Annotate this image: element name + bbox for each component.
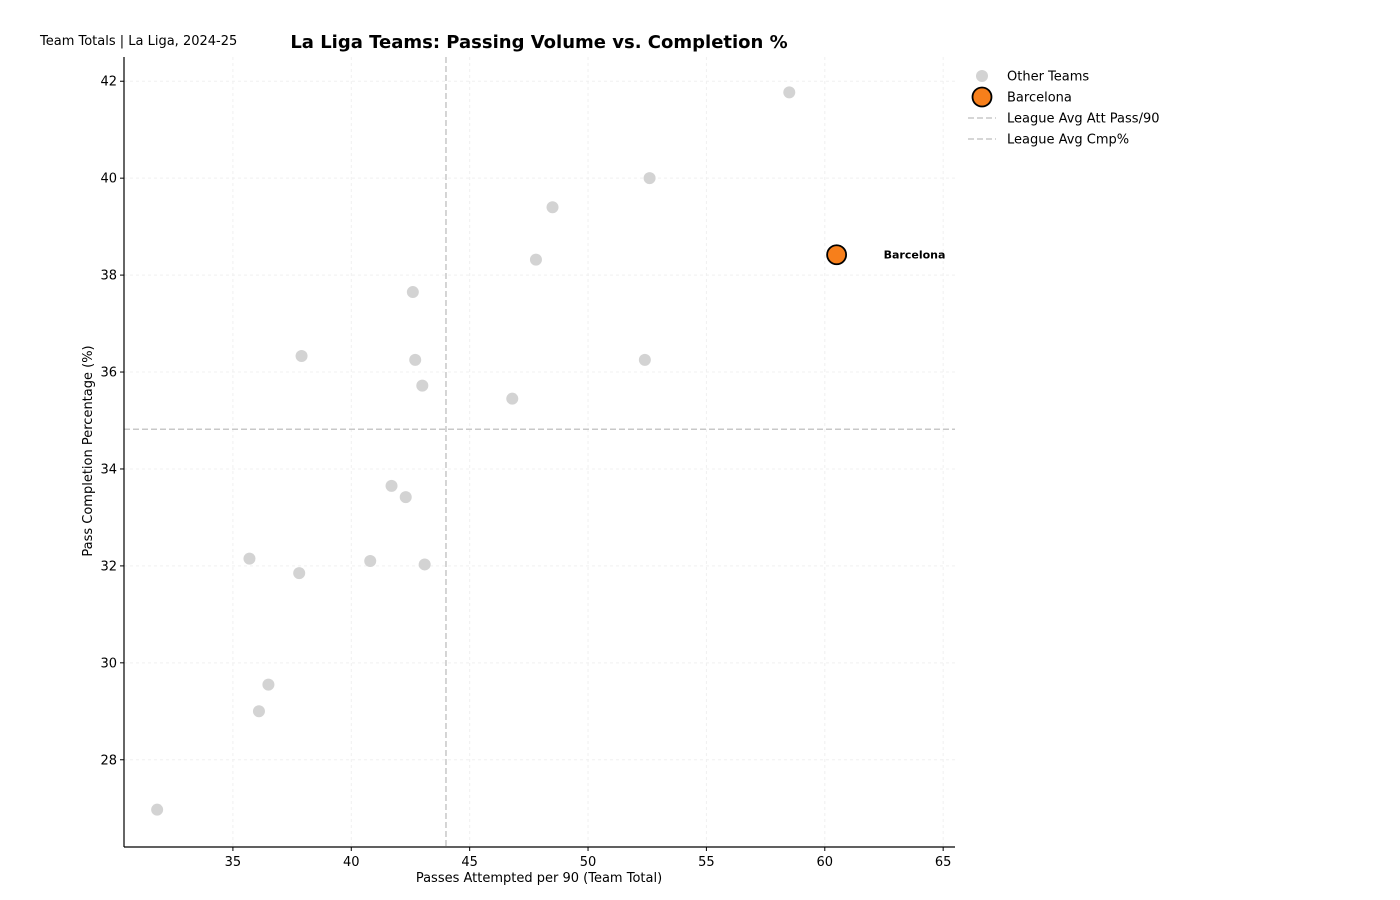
data-point-other-team: [530, 254, 542, 266]
x-axis-title: Passes Attempted per 90 (Team Total): [416, 871, 662, 886]
data-point-other-team: [293, 567, 305, 579]
data-point-other-team: [783, 86, 795, 98]
data-point-other-team: [386, 480, 398, 492]
legend: Other Teams Barcelona League Avg Att Pass/…: [968, 70, 1160, 148]
chart-subtitle: Team Totals | La Liga, 2024-25: [39, 34, 237, 49]
data-point-other-team: [419, 558, 431, 570]
data-point-other-team: [506, 393, 518, 405]
tick-labels: 35 40 45 50 55 60 65 28 30 32 34 36 38 40 42: [100, 75, 951, 870]
data-point-other-team: [296, 350, 308, 362]
data-point-other-team: [416, 380, 428, 392]
y-tick-label: 38: [100, 269, 117, 284]
reference-lines: [124, 57, 955, 847]
x-tick-label: 45: [461, 855, 478, 870]
x-tick-label: 50: [580, 855, 597, 870]
data-point-barcelona: [827, 245, 846, 264]
data-point-other-team: [400, 491, 412, 503]
data-points: Barcelona: [151, 86, 945, 815]
y-axis-title: Pass Completion Percentage (%): [81, 345, 96, 556]
x-tick-label: 35: [225, 855, 242, 870]
axes: [124, 57, 955, 847]
x-tick-label: 55: [698, 855, 715, 870]
barcelona-annotation: Barcelona: [884, 249, 946, 262]
data-point-other-team: [262, 679, 274, 691]
y-tick-label: 34: [100, 462, 117, 477]
data-point-other-team: [547, 201, 559, 213]
data-point-other-team: [639, 354, 651, 366]
legend-label: League Avg Cmp%: [1007, 133, 1129, 148]
data-point-other-team: [409, 354, 421, 366]
x-tick-label: 40: [343, 855, 360, 870]
gridlines: [124, 57, 955, 847]
y-tick-label: 40: [100, 172, 117, 187]
data-point-other-team: [243, 553, 255, 565]
legend-marker-other-teams: [976, 70, 988, 82]
y-tick-label: 36: [100, 366, 117, 381]
data-point-other-team: [253, 705, 265, 717]
data-point-other-team: [151, 804, 163, 816]
y-tick-label: 28: [100, 753, 117, 768]
x-tick-label: 65: [935, 855, 952, 870]
legend-label: League Avg Att Pass/90: [1007, 112, 1160, 127]
data-point-other-team: [407, 286, 419, 298]
data-point-other-team: [644, 172, 656, 184]
y-tick-label: 42: [100, 75, 117, 90]
y-tick-label: 30: [100, 656, 117, 671]
x-tick-label: 60: [817, 855, 834, 870]
legend-label: Barcelona: [1007, 91, 1072, 106]
chart-title: La Liga Teams: Passing Volume vs. Comple…: [290, 32, 787, 53]
legend-label: Other Teams: [1007, 70, 1089, 85]
y-tick-label: 32: [100, 559, 117, 574]
data-point-other-team: [364, 555, 376, 567]
legend-marker-barcelona: [973, 88, 992, 107]
